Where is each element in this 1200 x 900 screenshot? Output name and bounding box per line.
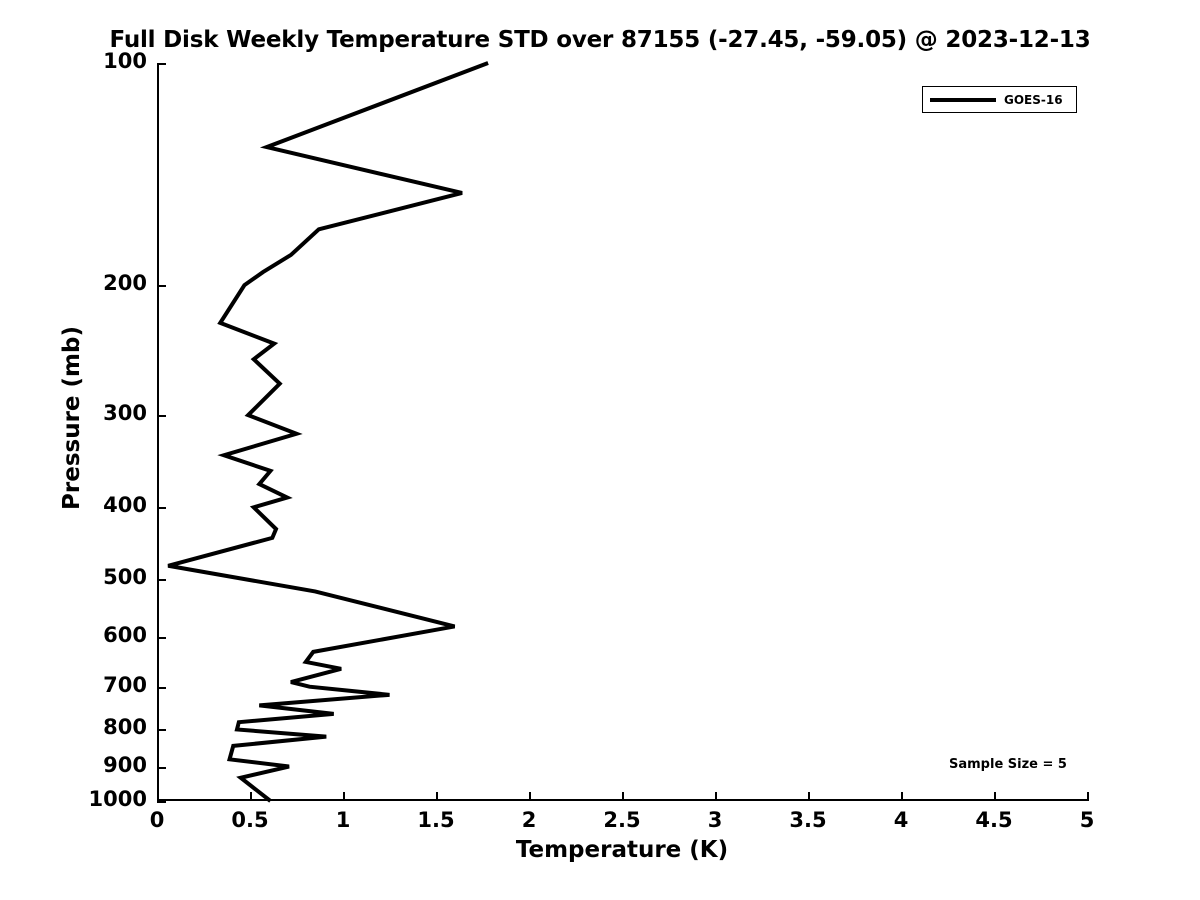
y-tick-mark	[157, 767, 166, 770]
x-tick-label: 3	[707, 808, 723, 832]
x-tick-label: 2	[521, 808, 537, 832]
x-tick-mark	[715, 792, 717, 801]
x-tick-label: 2.5	[603, 808, 641, 832]
x-tick-mark	[901, 792, 903, 801]
y-tick-mark	[157, 415, 166, 418]
x-tick-label: 1	[335, 808, 351, 832]
x-tick-label: 0.5	[231, 808, 269, 832]
legend[interactable]: GOES-16	[922, 86, 1077, 113]
x-tick-label: 0	[149, 808, 165, 832]
y-tick-label: 200	[103, 271, 147, 296]
y-tick-label: 400	[103, 493, 147, 518]
x-tick-mark	[250, 792, 252, 801]
y-tick-label: 300	[103, 401, 147, 426]
x-tick-label: 3.5	[789, 808, 827, 832]
page-title: Full Disk Weekly Temperature STD over 87…	[109, 27, 1091, 53]
y-tick-label: 500	[103, 564, 147, 589]
line-series-goes-16	[167, 61, 489, 803]
y-tick-label: 800	[103, 715, 147, 740]
legend-line-swatch	[930, 97, 996, 102]
x-tick-mark	[994, 792, 996, 801]
x-tick-mark	[529, 792, 531, 801]
y-tick-mark	[157, 686, 166, 689]
x-tick-label: 1.5	[417, 808, 455, 832]
y-tick-label: 100	[103, 49, 147, 73]
y-tick-mark	[157, 801, 166, 803]
y-tick-mark	[157, 507, 166, 510]
x-tick-mark	[436, 792, 438, 801]
x-tick-label: 5	[1079, 808, 1095, 832]
x-tick-mark	[157, 792, 159, 801]
plot-area: 100 200 300 400 500 600 700 800 900 1000 0 0.5 1 1.5…	[89, 49, 1095, 832]
y-tick-mark	[157, 637, 166, 640]
y-tick-mark	[157, 63, 166, 65]
legend-label-goes-16: GOES-16	[1004, 92, 1063, 107]
x-tick-label: 4	[893, 808, 909, 832]
x-tick-label: 4.5	[975, 808, 1013, 832]
x-tick-mark	[622, 792, 624, 801]
sample-size-annotation: Sample Size = 5	[949, 757, 1067, 772]
y-axis-title: Pressure (mb)	[59, 326, 85, 510]
x-tick-mark	[808, 792, 810, 801]
y-tick-label: 700	[103, 672, 147, 697]
x-tick-mark	[1087, 792, 1089, 801]
y-tick-mark	[157, 729, 166, 732]
y-tick-mark	[157, 285, 166, 288]
x-axis-title: Temperature (K)	[515, 837, 729, 863]
y-tick-label: 1000	[88, 787, 147, 811]
y-tick-label: 600	[103, 623, 147, 648]
data-series-layer	[167, 61, 489, 803]
x-tick-mark	[343, 792, 345, 801]
y-tick-label: 900	[103, 753, 147, 778]
y-tick-mark	[157, 578, 166, 581]
